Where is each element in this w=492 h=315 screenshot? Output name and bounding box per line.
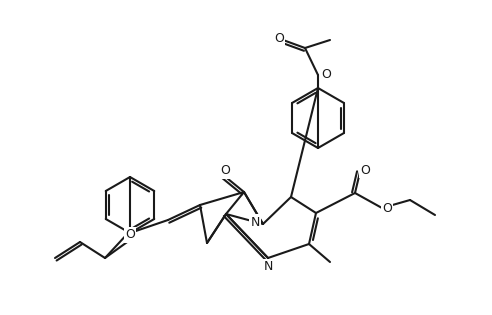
Text: O: O (382, 202, 392, 215)
Text: O: O (220, 164, 230, 177)
Text: O: O (360, 163, 370, 176)
Text: O: O (274, 32, 284, 44)
Text: O: O (125, 228, 135, 242)
Text: N: N (263, 261, 273, 273)
Text: O: O (321, 68, 331, 82)
Text: N: N (250, 215, 260, 228)
